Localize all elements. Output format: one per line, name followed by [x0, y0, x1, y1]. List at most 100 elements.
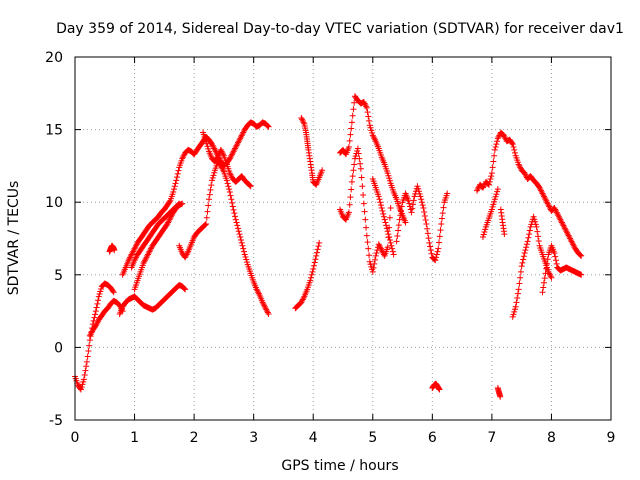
data-point-marker	[561, 223, 568, 230]
data-point-marker	[389, 245, 396, 252]
data-point-marker	[316, 239, 323, 246]
data-point-marker	[226, 155, 233, 162]
data-point-marker	[346, 137, 353, 144]
data-point-marker	[170, 189, 177, 196]
data-point-marker	[533, 223, 540, 230]
data-point-marker	[543, 199, 550, 206]
data-point-marker	[130, 248, 137, 255]
data-point-marker	[208, 182, 215, 189]
data-point-marker	[261, 303, 268, 310]
data-point-marker	[169, 210, 176, 217]
data-point-marker	[95, 293, 102, 300]
satellite-track-17	[474, 129, 585, 259]
data-point-marker	[531, 216, 538, 223]
data-point-marker	[180, 152, 187, 159]
data-point-marker	[204, 208, 211, 215]
y-tick-label: 5	[54, 268, 63, 284]
data-point-marker	[348, 125, 355, 132]
data-point-marker	[179, 155, 186, 162]
data-point-marker	[205, 145, 212, 152]
data-point-marker	[566, 234, 573, 241]
data-points	[72, 93, 585, 400]
data-point-marker	[494, 186, 501, 193]
data-point-marker	[319, 167, 326, 174]
data-point-marker	[510, 311, 517, 318]
x-tick-label: 3	[249, 430, 258, 446]
data-point-marker	[511, 308, 518, 315]
data-point-marker	[86, 342, 93, 349]
x-tick-label: 2	[190, 430, 199, 446]
data-point-marker	[217, 146, 224, 153]
data-point-marker	[366, 122, 373, 129]
data-point-marker	[357, 160, 364, 167]
data-point-marker	[514, 290, 521, 297]
data-point-marker	[219, 149, 226, 156]
data-point-marker	[172, 180, 179, 187]
data-point-marker	[83, 358, 90, 365]
data-point-marker	[133, 254, 140, 261]
data-point-marker	[490, 201, 497, 208]
data-point-marker	[510, 144, 517, 151]
data-point-marker	[201, 222, 208, 229]
data-point-marker	[181, 285, 188, 292]
data-point-marker	[264, 122, 271, 129]
data-point-marker	[237, 135, 244, 142]
satellite-track-9	[200, 129, 254, 190]
data-point-marker	[239, 242, 246, 249]
data-point-marker	[263, 306, 270, 313]
data-point-marker	[436, 233, 443, 240]
data-point-marker	[513, 299, 520, 306]
data-point-marker	[133, 242, 140, 249]
data-point-marker	[348, 186, 355, 193]
data-point-marker	[396, 216, 403, 223]
data-point-marker	[226, 170, 233, 177]
data-point-marker	[351, 161, 358, 168]
data-point-marker	[370, 133, 377, 140]
data-point-marker	[174, 170, 181, 177]
data-point-marker	[386, 175, 393, 182]
data-point-marker	[92, 308, 99, 315]
data-point-marker	[255, 290, 262, 297]
data-point-marker	[234, 222, 241, 229]
data-point-marker	[384, 244, 391, 251]
data-point-marker	[350, 167, 357, 174]
data-point-marker	[165, 218, 172, 225]
satellite-track-15	[393, 183, 451, 264]
data-point-marker	[235, 228, 242, 235]
data-point-marker	[363, 104, 370, 111]
data-point-marker	[204, 143, 211, 150]
data-point-marker	[548, 274, 555, 281]
data-point-marker	[539, 289, 546, 296]
data-point-marker	[409, 201, 416, 208]
data-point-marker	[218, 148, 225, 155]
data-point-marker	[525, 234, 532, 241]
data-point-marker	[265, 311, 272, 318]
data-point-marker	[495, 133, 502, 140]
data-point-marker	[365, 113, 372, 120]
data-point-marker	[355, 150, 362, 157]
data-point-marker	[203, 138, 210, 145]
data-point-marker	[553, 260, 560, 267]
data-point-marker	[432, 257, 439, 264]
data-point-marker	[516, 162, 523, 169]
data-point-marker	[79, 381, 86, 388]
data-point-marker	[428, 250, 435, 257]
data-point-marker	[536, 184, 543, 191]
satellite-track-20	[509, 213, 555, 320]
data-point-marker	[385, 172, 392, 179]
data-point-marker	[491, 152, 498, 159]
gridlines	[75, 57, 611, 420]
data-point-marker	[371, 260, 378, 267]
data-point-marker	[80, 376, 87, 383]
satellite-track-18	[479, 186, 501, 241]
data-point-marker	[175, 167, 182, 174]
data-point-marker	[405, 197, 412, 204]
chart-title: Day 359 of 2014, Sidereal Day-to-day VTE…	[56, 21, 624, 37]
data-point-marker	[311, 259, 318, 266]
data-point-marker	[92, 323, 99, 330]
data-point-marker	[437, 227, 444, 234]
data-point-marker	[127, 252, 134, 259]
data-point-marker	[395, 222, 402, 229]
data-point-marker	[219, 165, 226, 172]
data-point-marker	[386, 177, 393, 184]
